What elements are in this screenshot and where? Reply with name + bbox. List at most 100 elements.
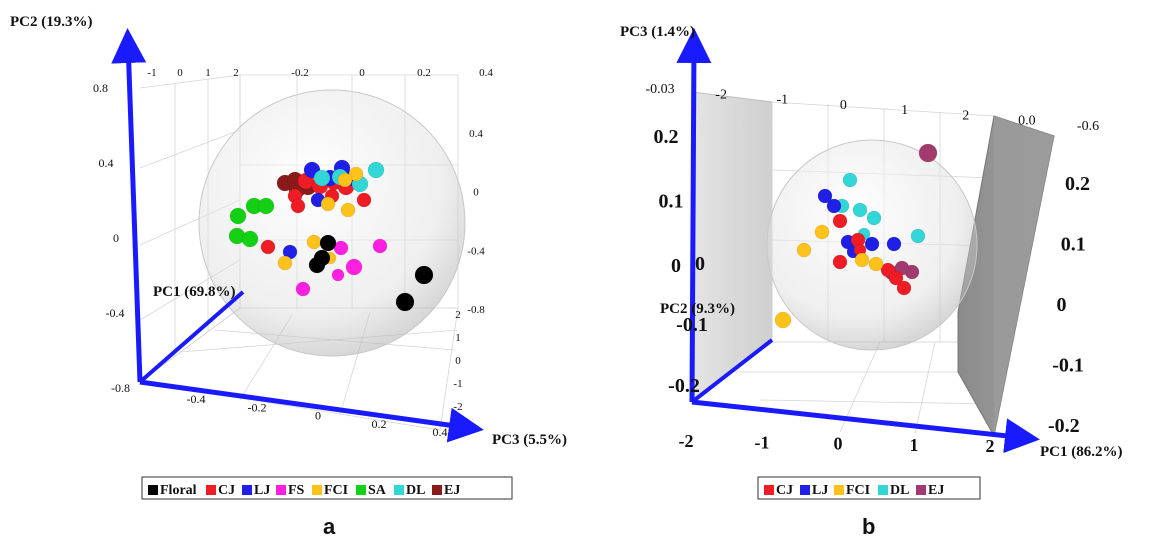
- panel-b-legend-swatch: [800, 485, 810, 495]
- panel-a-pc3-axis: [139, 379, 484, 443]
- panel-a-pc3-tick: 0.2: [372, 417, 387, 431]
- panel-b-point-dl: [866, 210, 882, 226]
- panel-b-point-dl: [842, 172, 858, 188]
- panel-a-pc3-tick: -0.2: [248, 400, 267, 414]
- panel-a-pc1-label: PC1 (69.8%): [153, 284, 236, 300]
- panel-b-top-tick: 0: [840, 98, 847, 113]
- panel-a-point-fs: [345, 258, 363, 276]
- panel-b-pc2-tick: -0.1: [676, 314, 708, 336]
- panel-b-legend-swatch: [834, 485, 844, 495]
- panel-b-pc1-tick: -2: [679, 431, 694, 451]
- panel-b-legend-label: LJ: [812, 483, 828, 498]
- panel-a-legend-label: Floral: [160, 483, 197, 498]
- panel-b-legend-swatch: [764, 485, 774, 495]
- panel-b-legend: CJ LJ FCI DL EJ: [764, 483, 944, 498]
- panel-b-point-lj: [886, 236, 902, 252]
- panel-b-top-tick: -0.03: [645, 82, 674, 97]
- panel-a-letter: a: [323, 514, 336, 539]
- panel-b-legend-label: EJ: [928, 483, 944, 498]
- panel-a-legend-swatch: [276, 485, 286, 495]
- panel-a-legend-swatch: [242, 485, 252, 495]
- panel-a-legend-label: FS: [288, 483, 305, 498]
- panel-a-point-fs: [372, 238, 388, 254]
- panel-b-top-tick: -2: [715, 87, 727, 102]
- panel-a-point-fs: [295, 281, 311, 297]
- panel-a-point-fs: [331, 268, 345, 282]
- panel-a-pc1-tick: 2: [233, 67, 239, 79]
- panel-a-point-fci: [320, 196, 336, 212]
- panel-a-legend-swatch: [432, 485, 442, 495]
- panel-b-legend-label: FCI: [846, 483, 870, 498]
- panel-b-pc2-axis: [690, 338, 774, 404]
- panel-a-legend-label: SA: [368, 483, 387, 498]
- panel-a-top-tick: 0: [359, 67, 365, 79]
- panel-a-pc3-tick: 0.4: [433, 425, 448, 439]
- panel-b-pc2-tick: 0: [695, 253, 705, 275]
- panel-b-pc1-tick: 0: [834, 434, 843, 454]
- panel-b-point-fci: [796, 242, 812, 258]
- panel-b-point-fci: [868, 256, 884, 272]
- panel-a-legend-box: [141, 476, 513, 500]
- panel-a-pc2-tick: 0.8: [93, 81, 108, 95]
- panel-a-point-dl: [367, 161, 385, 179]
- panel-a-legend-label: DL: [406, 483, 425, 498]
- panel-a-point-cj: [290, 198, 306, 214]
- panel-a-right-small-tick: -2: [453, 401, 462, 413]
- panel-b-top-ticks: -0.03 -2 -1 0 1 2 0.0 -0.6: [645, 82, 1099, 134]
- panel-a-point-floral: [308, 256, 326, 274]
- panel-a-point-sa: [229, 207, 247, 225]
- panel-b-pc2-ticks: 0 -0.1 -0.2: [668, 253, 708, 397]
- panel-a-right-small-tick: -1: [453, 378, 462, 390]
- panel-b-point-fci: [774, 311, 792, 329]
- panel-a-point-floral: [319, 234, 337, 252]
- panel-a-pc2-tick: -0.8: [111, 381, 130, 395]
- panel-b-pc1-tick: -1: [755, 432, 770, 452]
- panel-a-point-floral: [414, 265, 434, 285]
- panel-b-left-tick: 0.1: [659, 191, 684, 213]
- panel-b-point-lj: [817, 188, 833, 204]
- panel-a-confidence-sphere: [198, 89, 466, 357]
- panel-a-pc1-tick: 0: [177, 67, 183, 79]
- panel-a-point-cj: [356, 192, 372, 208]
- panel-b-left-ticks: 0.2 0.1 0: [654, 126, 684, 277]
- panel-a-legend-swatch: [148, 485, 158, 495]
- panel-a-point-dl: [313, 169, 331, 187]
- panel-b-right-tick: 0.2: [1065, 173, 1090, 195]
- panel-a-legend-label: EJ: [444, 483, 460, 498]
- panel-b-point-dl: [910, 228, 926, 244]
- panel-a-legend-swatch: [356, 485, 366, 495]
- panel-a-point-fci: [277, 255, 293, 271]
- panel-a-top-tick: 0.2: [417, 67, 431, 79]
- panel-b-pc2-tick: -0.2: [668, 375, 700, 397]
- panel-a-pc1-tick: -1: [147, 67, 156, 79]
- panel-a-right-small-tick: 1: [455, 332, 461, 344]
- panel-a-right-tick: 0: [473, 187, 479, 199]
- panel-b-point-cj: [832, 254, 848, 270]
- panel-b-point-cj: [896, 280, 912, 296]
- panel-b-point-fci: [814, 224, 830, 240]
- panel-b-legend-label: DL: [890, 483, 909, 498]
- panel-a-legend-swatch: [394, 485, 404, 495]
- panel-b-pc1-tick: 2: [986, 436, 995, 456]
- panel-a-pc2-ticks: 0.8 0.4 0 -0.4 -0.8: [93, 81, 130, 395]
- panel-a-legend-label: CJ: [218, 483, 235, 498]
- panel-b-pc2-label: PC2 (9.3%): [660, 301, 735, 317]
- panel-b: PC3 (1.4%) PC1 (86.2%) PC2 (9.3%) 0.2 0.1…: [620, 24, 1123, 539]
- panel-b-points: [774, 143, 938, 329]
- panel-b-top-tick: 0.0: [1018, 114, 1036, 129]
- panel-a-legend-swatch: [312, 485, 322, 495]
- panel-b-right-tick: -0.1: [1052, 355, 1084, 377]
- panel-b-top-tick: 1: [901, 103, 908, 118]
- panel-b-point-cj: [832, 213, 848, 229]
- panel-a-right-tick: -0.4: [467, 245, 485, 257]
- panel-a-point-sa: [241, 230, 259, 248]
- panel-a-pc2-tick: -0.4: [106, 306, 125, 320]
- panel-a-right-tick: 0.4: [469, 128, 483, 140]
- panel-a-point-cj: [260, 239, 276, 255]
- panel-a-pc2-axis: [111, 28, 147, 383]
- panel-a-pc1-axis: [138, 290, 245, 384]
- panel-b-right-tick: 0: [1057, 294, 1067, 316]
- panel-b-left-tick: 0: [671, 255, 681, 277]
- panel-a-point-fci: [348, 166, 364, 182]
